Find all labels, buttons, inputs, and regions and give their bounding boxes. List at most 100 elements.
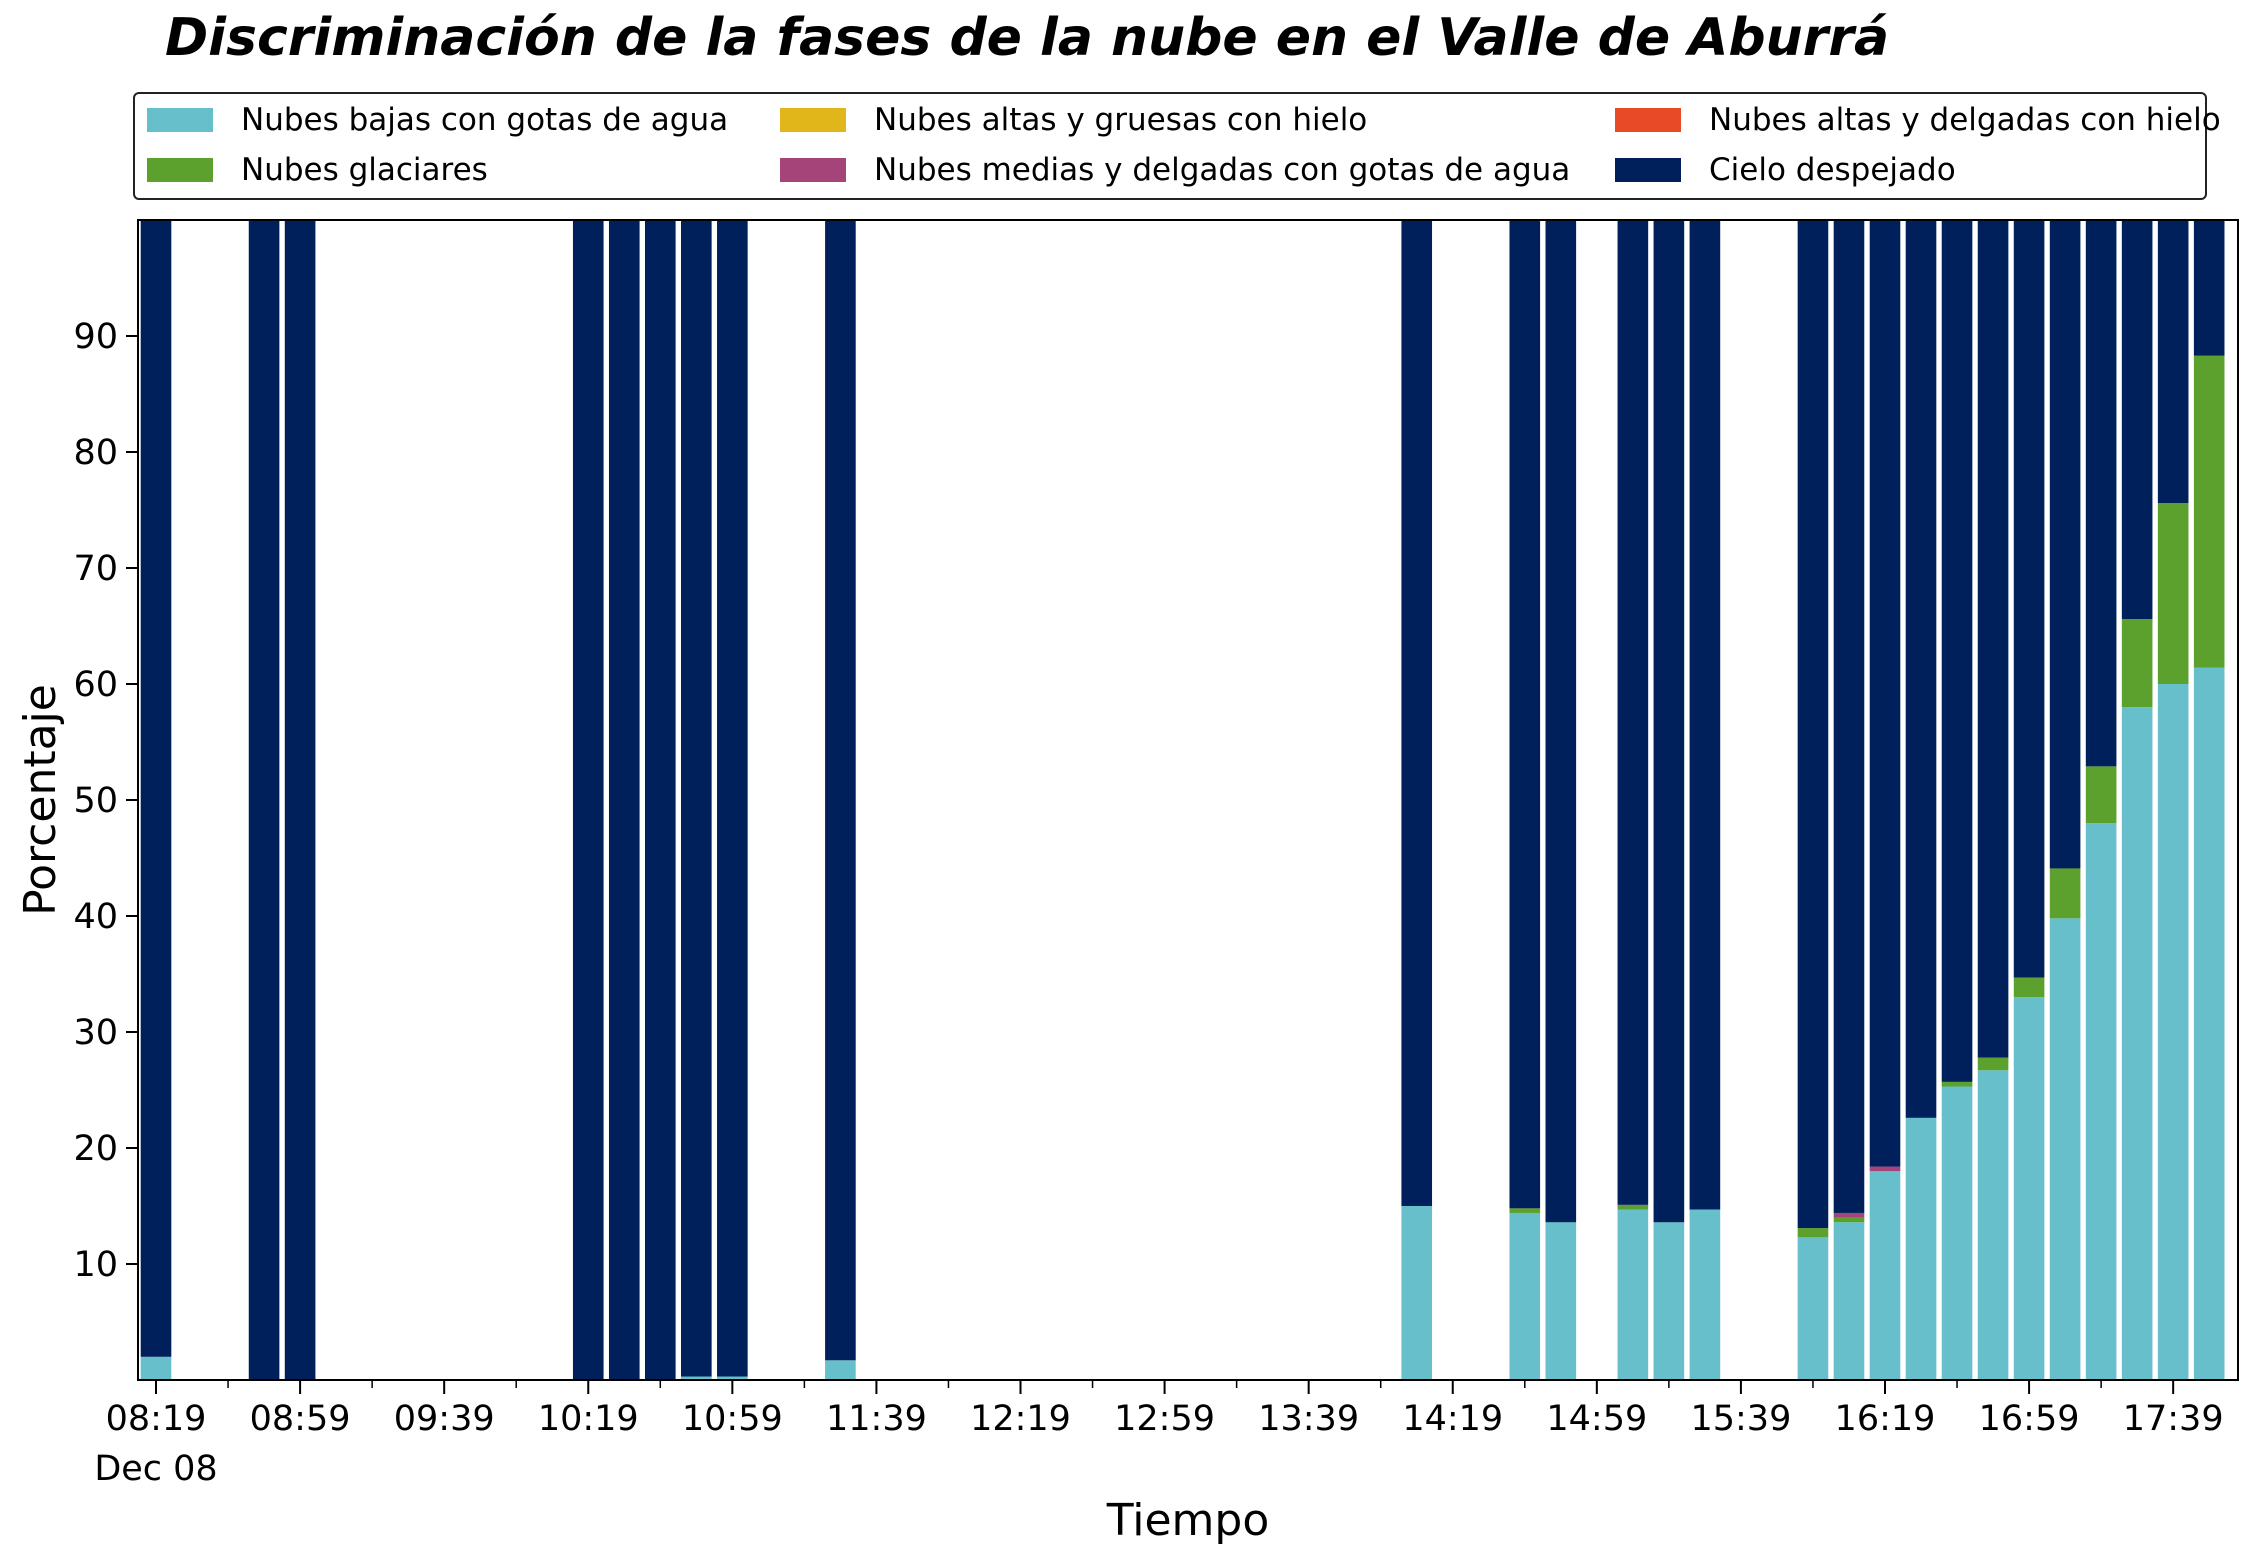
x-tick-label: 10:19 bbox=[538, 1399, 639, 1439]
legend-swatch bbox=[1615, 158, 1681, 182]
y-tick-label: 60 bbox=[73, 665, 118, 705]
y-tick-label: 80 bbox=[73, 433, 118, 473]
legend-item: Nubes medias y delgadas con gotas de agu… bbox=[780, 150, 1570, 190]
y-tick-label: 30 bbox=[73, 1013, 118, 1053]
y-tick-label: 40 bbox=[73, 897, 118, 937]
legend-item: Cielo despejado bbox=[1615, 150, 1956, 190]
bar-segment bbox=[284, 220, 316, 1380]
y-tick-label: 90 bbox=[73, 317, 118, 357]
bar-segment bbox=[1905, 220, 1937, 1118]
legend-swatch bbox=[147, 108, 213, 132]
bar-segment bbox=[717, 220, 748, 1377]
legend-item: Nubes glaciares bbox=[147, 150, 488, 190]
bar-segment bbox=[1509, 220, 1541, 1209]
legend-swatch bbox=[780, 108, 846, 132]
bar-segment bbox=[1689, 1209, 1721, 1380]
bar-segment bbox=[1833, 1217, 1865, 1223]
x-tick-label: 12:19 bbox=[970, 1399, 1071, 1439]
legend-item: Nubes altas y delgadas con hielo bbox=[1615, 100, 2221, 140]
bar-segment bbox=[2193, 220, 2225, 356]
y-tick-label: 70 bbox=[73, 549, 118, 589]
bar-segment bbox=[2157, 220, 2189, 504]
bar-segment bbox=[2157, 503, 2189, 684]
bar-segment bbox=[1617, 1209, 1649, 1380]
chart-title: Discriminación de la fases de la nube en… bbox=[165, 8, 1890, 68]
bar-segment bbox=[1509, 1212, 1541, 1380]
legend-label: Nubes medias y delgadas con gotas de agu… bbox=[874, 152, 1571, 188]
bar-segment bbox=[1689, 220, 1721, 1210]
bar-segment bbox=[1617, 220, 1649, 1205]
x-tick-label: 08:19 bbox=[106, 1399, 207, 1439]
y-tick-label: 20 bbox=[73, 1129, 118, 1169]
bar-segment bbox=[2085, 766, 2117, 824]
bar-segment bbox=[1797, 1237, 1829, 1380]
x-tick-label: 15:39 bbox=[1690, 1399, 1791, 1439]
legend-label: Nubes glaciares bbox=[241, 152, 488, 188]
bar-segment bbox=[1401, 1206, 1433, 1380]
bar-segment bbox=[2193, 355, 2225, 668]
bar-segment bbox=[2121, 220, 2153, 620]
bar-segment bbox=[2013, 220, 2045, 978]
bar-segment bbox=[1653, 1222, 1685, 1380]
y-axis-title: Porcentaje bbox=[15, 684, 66, 916]
bar-segment bbox=[717, 1376, 748, 1380]
bar-segment bbox=[644, 220, 676, 1380]
bar-segment bbox=[2013, 977, 2045, 998]
bar-segment bbox=[2049, 918, 2081, 1380]
bar-segment bbox=[1869, 1166, 1901, 1172]
x-tick-label: 16:19 bbox=[1835, 1399, 1936, 1439]
bar-segment bbox=[1833, 220, 1865, 1213]
bar-segment bbox=[2085, 823, 2117, 1380]
bar-segment bbox=[2121, 707, 2153, 1380]
x-tick-label: 16:59 bbox=[1979, 1399, 2080, 1439]
bar-segment bbox=[1545, 1222, 1577, 1380]
y-tick-label: 10 bbox=[73, 1245, 118, 1285]
bar-segment bbox=[140, 1356, 172, 1380]
x-axis-title: Tiempo bbox=[1106, 1495, 1270, 1546]
bar-segment bbox=[2193, 667, 2225, 1380]
bar-segment bbox=[1977, 1070, 2009, 1380]
bar-segment bbox=[1617, 1204, 1649, 1210]
bar-segment bbox=[140, 220, 172, 1357]
x-tick-label: 14:59 bbox=[1546, 1399, 1647, 1439]
bar-segment bbox=[608, 220, 640, 1380]
x-tick-label: 10:59 bbox=[682, 1399, 783, 1439]
bar-segment bbox=[2085, 220, 2117, 767]
bar-segment bbox=[681, 220, 712, 1377]
bar-segment bbox=[1941, 1081, 1973, 1087]
bar-segment bbox=[2157, 684, 2189, 1380]
bar-segment bbox=[1509, 1208, 1541, 1213]
y-tick-label: 50 bbox=[73, 781, 118, 821]
legend: Nubes bajas con gotas de agua Nubes altas… bbox=[133, 92, 2221, 200]
bar-segment bbox=[1797, 1228, 1829, 1238]
legend-swatch bbox=[780, 158, 846, 182]
bar-segment bbox=[1833, 1222, 1865, 1380]
x-tick-label: 09:39 bbox=[394, 1399, 495, 1439]
x-tick-label: 13:39 bbox=[1258, 1399, 1359, 1439]
bar-segment bbox=[1833, 1212, 1865, 1218]
legend-label: Nubes bajas con gotas de agua bbox=[241, 102, 729, 138]
bar-segment bbox=[1797, 220, 1829, 1229]
legend-label: Cielo despejado bbox=[1709, 152, 1956, 188]
bar-segment bbox=[1977, 1057, 2009, 1071]
bar-segment bbox=[2013, 997, 2045, 1380]
bar-segment bbox=[1653, 220, 1685, 1223]
legend-label: Nubes altas y delgadas con hielo bbox=[1709, 102, 2221, 138]
bar-segment bbox=[248, 220, 280, 1380]
bar-segment bbox=[1941, 1086, 1973, 1380]
legend-label: Nubes altas y gruesas con hielo bbox=[874, 102, 1368, 138]
x-tick-label: 08:59 bbox=[250, 1399, 351, 1439]
x-tick-date-label: Dec 08 bbox=[94, 1449, 217, 1489]
bar-segment bbox=[572, 220, 604, 1380]
bar-segment bbox=[1941, 220, 1973, 1082]
bar-segment bbox=[1401, 220, 1433, 1206]
bar-segment bbox=[2049, 868, 2081, 919]
x-tick-label: 12:59 bbox=[1114, 1399, 1215, 1439]
bar-segment bbox=[1869, 220, 1901, 1167]
x-tick-label: 14:19 bbox=[1402, 1399, 1503, 1439]
bar-segment bbox=[825, 1360, 856, 1380]
bar-segment bbox=[2121, 619, 2153, 708]
legend-swatch bbox=[1615, 108, 1681, 132]
bar-segment bbox=[1977, 220, 2009, 1058]
